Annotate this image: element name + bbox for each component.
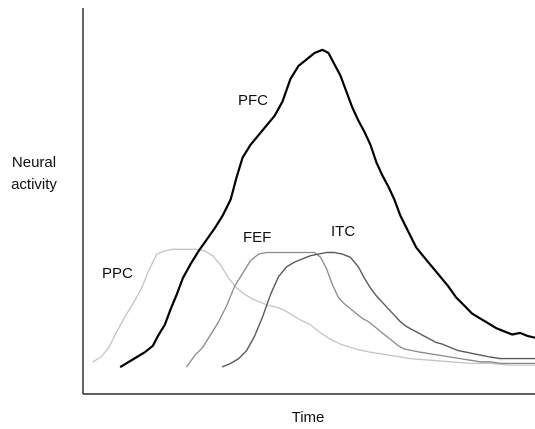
labels: Neural activity Time PFC FEF ITC PPC [11,92,355,426]
annotation-pfc: PFC [238,92,268,109]
y-axis-label-line-1: Neural [12,154,56,171]
axes [82,8,535,395]
series-line-fef [186,251,535,368]
series-line-ppc [92,248,535,366]
series-layer [92,48,535,368]
series-line-itc [222,251,535,368]
annotation-fef: FEF [243,229,271,246]
y-axis-label-line-2: activity [11,176,57,193]
annotation-itc: ITC [331,223,355,240]
x-axis-label: Time [292,409,325,426]
annotation-ppc: PPC [102,265,133,282]
series-line-pfc [119,48,535,368]
